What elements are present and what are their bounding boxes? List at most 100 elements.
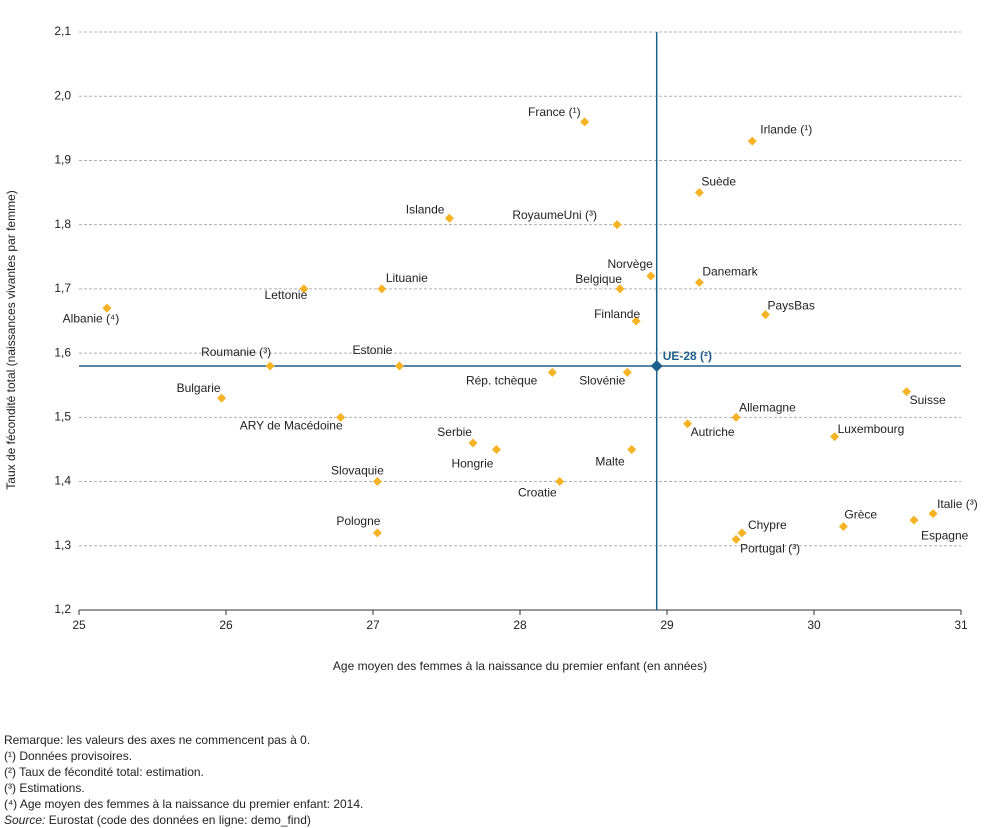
point-label: Islande <box>406 202 445 216</box>
point <box>747 136 757 146</box>
point-label: Suisse <box>910 393 946 407</box>
note: (²) Taux de fécondité total: estimation. <box>4 765 204 779</box>
y-tick-label: 1,7 <box>54 281 71 295</box>
x-tick-label: 25 <box>72 618 86 632</box>
note: (⁴) Age moyen des femmes à la naissance … <box>4 797 364 811</box>
point <box>737 528 747 538</box>
point <box>102 303 112 313</box>
point <box>580 117 590 127</box>
x-tick-label: 30 <box>807 618 821 632</box>
point-label: Lituanie <box>386 271 428 285</box>
point <box>336 412 346 422</box>
point-label: Italie (³) <box>937 497 978 511</box>
y-tick-label: 2,1 <box>54 24 71 38</box>
point <box>444 213 454 223</box>
point <box>555 477 565 487</box>
point-label: RoyaumeUni (³) <box>512 208 597 222</box>
point <box>731 534 741 544</box>
point-label: Slovaquie <box>331 464 384 478</box>
y-tick-label: 1,9 <box>54 153 71 167</box>
y-tick-label: 2,0 <box>54 88 71 102</box>
chart: Age moyen des femmes à la naissance du p… <box>4 24 978 673</box>
y-tick-label: 1,6 <box>54 345 71 359</box>
point <box>928 509 938 519</box>
point-label: ARY de Macédoine <box>240 419 343 433</box>
point-label: Norvège <box>607 257 653 271</box>
reference-label: UE-28 (²) <box>663 349 712 363</box>
point <box>612 220 622 230</box>
source-label: Source: <box>4 813 46 827</box>
x-tick-label: 31 <box>954 618 968 632</box>
point-label: Slovénie <box>579 374 625 388</box>
y-tick-label: 1,2 <box>54 602 71 616</box>
point <box>615 284 625 294</box>
point <box>377 284 387 294</box>
y-tick-label: 1,5 <box>54 410 71 424</box>
point <box>683 419 693 429</box>
point-label: Belgique <box>575 272 622 286</box>
x-tick-label: 28 <box>513 618 527 632</box>
point <box>631 316 641 326</box>
point-label: Portugal (³) <box>740 542 800 556</box>
point-label: Irlande (¹) <box>760 122 812 136</box>
point <box>830 432 840 442</box>
note: (¹) Données provisoires. <box>4 749 133 763</box>
note: (³) Estimations. <box>4 781 85 795</box>
point <box>646 271 656 281</box>
point-label: Luxembourg <box>838 422 905 436</box>
point-label: Allemagne <box>739 401 796 415</box>
point <box>299 284 309 294</box>
point <box>265 361 275 371</box>
point <box>760 310 770 320</box>
point-label: Croatie <box>518 486 557 500</box>
point <box>372 477 382 487</box>
x-tick-label: 29 <box>660 618 674 632</box>
point-label: Malte <box>595 455 625 469</box>
point <box>394 361 404 371</box>
point-label: Grèce <box>844 508 877 522</box>
point <box>491 444 501 454</box>
source-text: Eurostat (code des données en ligne: dem… <box>48 813 311 827</box>
point-label: Suède <box>701 175 736 189</box>
point <box>627 444 637 454</box>
point-label: Danemark <box>702 265 758 279</box>
point <box>217 393 227 403</box>
source: Source: Eurostat (code des données en li… <box>4 812 363 828</box>
point-label: PaysBas <box>767 299 814 313</box>
point-label: Hongrie <box>451 457 493 471</box>
point <box>694 188 704 198</box>
y-tick-label: 1,8 <box>54 217 71 231</box>
point-label: Finlande <box>594 307 640 321</box>
point <box>622 367 632 377</box>
point-label: Rép. tchèque <box>466 374 538 388</box>
point-label: Roumanie (³) <box>201 345 271 359</box>
point-label: Albanie (⁴) <box>63 311 120 325</box>
point-label: Chypre <box>748 518 787 532</box>
y-axis-label: Taux de fécondité total (naissances viva… <box>4 190 18 489</box>
point <box>902 387 912 397</box>
point-label: Espagne <box>921 528 969 542</box>
x-tick-label: 26 <box>219 618 233 632</box>
notes: Remarque: les valeurs des axes ne commen… <box>4 732 363 828</box>
point-label: Autriche <box>691 425 735 439</box>
y-tick-label: 1,4 <box>54 474 71 488</box>
point-label: Lettonie <box>265 288 308 302</box>
point-label: Estonie <box>352 343 392 357</box>
point <box>468 438 478 448</box>
point <box>547 367 557 377</box>
point <box>731 412 741 422</box>
reference-point <box>650 359 663 372</box>
point <box>694 277 704 287</box>
point <box>909 515 919 525</box>
remark: Remarque: les valeurs des axes ne commen… <box>4 733 311 747</box>
x-tick-label: 27 <box>366 618 380 632</box>
point-label: Pologne <box>336 514 380 528</box>
point-label: Bulgarie <box>177 381 221 395</box>
x-axis-label: Age moyen des femmes à la naissance du p… <box>333 659 707 673</box>
y-tick-label: 1,3 <box>54 538 71 552</box>
point-label: France (¹) <box>528 105 581 119</box>
point-label: Serbie <box>437 425 472 439</box>
point <box>372 528 382 538</box>
point <box>838 522 848 532</box>
